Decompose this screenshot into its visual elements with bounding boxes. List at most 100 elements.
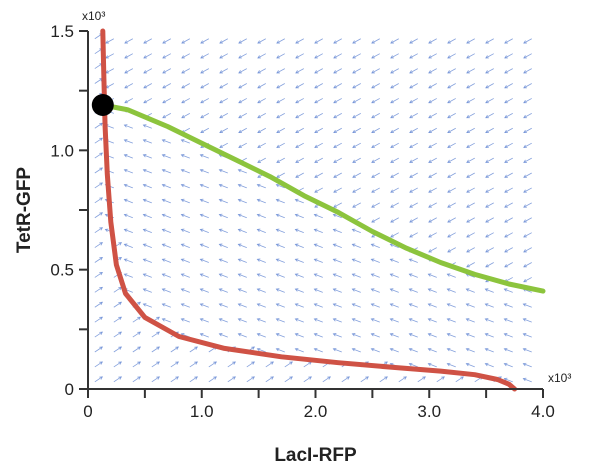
vector-arrow-head [161, 183, 166, 188]
vector-arrow-head [219, 55, 223, 59]
vector-arrow-head [275, 243, 280, 247]
vector-arrow [276, 53, 285, 59]
vector-arrow-head [237, 228, 242, 232]
vector-arrow-head [427, 288, 432, 292]
vector-arrow-head [409, 129, 413, 133]
vector-arrow-head [314, 144, 318, 148]
vector-arrow [466, 232, 475, 238]
vector-arrow-head [351, 347, 356, 352]
vector-arrow [333, 258, 342, 263]
vector-arrow-head [199, 333, 204, 337]
vector-arrow [466, 127, 475, 133]
vector-arrow-head [485, 100, 489, 104]
vector-arrow [390, 142, 399, 148]
vector-arrow [390, 53, 399, 59]
vector-arrow [371, 98, 380, 104]
vector-arrow [295, 157, 304, 163]
vector-arrow [276, 184, 285, 189]
vector-arrow [143, 169, 152, 174]
vector-arrow [189, 346, 198, 353]
vector-arrow-head [276, 70, 280, 74]
vector-arrow [523, 172, 532, 178]
vector-arrow [219, 184, 228, 189]
vector-arrow [523, 187, 532, 193]
vector-arrow [333, 172, 342, 178]
vector-arrow-head [523, 174, 527, 178]
vector-arrow-head [180, 303, 185, 307]
vector-arrow-head [161, 213, 166, 218]
vector-arrow-head [308, 376, 312, 380]
vector-arrow-head [123, 258, 128, 262]
vector-arrow-head [523, 70, 527, 74]
vector-arrow-head [447, 219, 451, 223]
vector-arrow-head [408, 347, 413, 352]
vector-arrow-head [485, 55, 489, 59]
vector-arrow [390, 187, 399, 193]
vector-arrow [219, 112, 228, 119]
vector-arrow [409, 318, 418, 323]
vector-arrow [295, 199, 304, 204]
vector-arrow-head [257, 159, 261, 163]
vector-arrow [219, 303, 228, 308]
vector-arrow-head [352, 55, 356, 59]
vector-arrow [238, 127, 247, 133]
vector-arrow-head [118, 331, 123, 335]
vector-arrow [504, 378, 513, 383]
vector-arrow [257, 199, 266, 204]
vector-arrow [485, 247, 494, 253]
vector-arrow-head [466, 234, 470, 238]
vector-arrow [295, 83, 304, 89]
vector-arrow-head [447, 249, 451, 253]
vector-arrow-head [409, 85, 413, 89]
vector-arrow [257, 83, 266, 89]
vector-arrow [409, 348, 418, 353]
vector-arrow [409, 273, 418, 278]
red-nullcline [100, 28, 518, 392]
vector-arrow-head [370, 273, 375, 277]
vector-arrow-head [99, 182, 104, 186]
vector-arrow [333, 187, 342, 193]
vector-arrow [181, 68, 190, 74]
vector-arrow [523, 127, 532, 133]
vector-arrow-head [143, 100, 147, 104]
vector-arrow-head [352, 70, 356, 74]
vector-arrow [314, 333, 323, 338]
vector-arrow-head [123, 213, 128, 218]
vector-arrow [143, 83, 153, 89]
vector-arrow [466, 83, 475, 89]
vector-arrow [523, 68, 532, 74]
vector-arrow-head [313, 258, 318, 262]
vector-arrow [333, 142, 342, 148]
vector-arrow [219, 333, 228, 338]
vector-arrow [409, 38, 418, 44]
vector-arrow [390, 318, 399, 323]
vector-arrow [447, 232, 456, 238]
vector-arrow-head [142, 168, 147, 173]
vector-arrow [151, 346, 160, 353]
vector-arrow-head [352, 40, 356, 44]
vector-arrow-head [313, 333, 318, 337]
vector-arrow-head [294, 333, 299, 337]
vector-arrow [314, 288, 323, 293]
vector-arrow-head [162, 70, 166, 74]
vector-arrow [466, 112, 475, 119]
vector-arrow-head [428, 234, 432, 238]
vector-arrow-head [333, 85, 337, 89]
vector-arrow [200, 318, 209, 323]
vector-arrow-head [485, 204, 489, 208]
vector-arrow [295, 333, 304, 338]
vector-arrow-head [289, 361, 293, 365]
vector-arrow-head [142, 198, 147, 203]
y-axis-title: TetR-GFP [14, 167, 35, 254]
vector-arrow [200, 112, 209, 119]
vector-arrow-head [390, 55, 394, 59]
vector-arrow-head [428, 144, 432, 148]
vector-arrow-head [446, 362, 451, 367]
vector-arrow [132, 361, 141, 368]
vector-arrow [219, 199, 228, 204]
vector-arrow-head [428, 85, 432, 89]
vector-arrow-head [175, 346, 179, 350]
vector-arrow-head [237, 288, 242, 292]
vector-arrow [238, 229, 247, 234]
vector-arrow-head [162, 85, 166, 89]
